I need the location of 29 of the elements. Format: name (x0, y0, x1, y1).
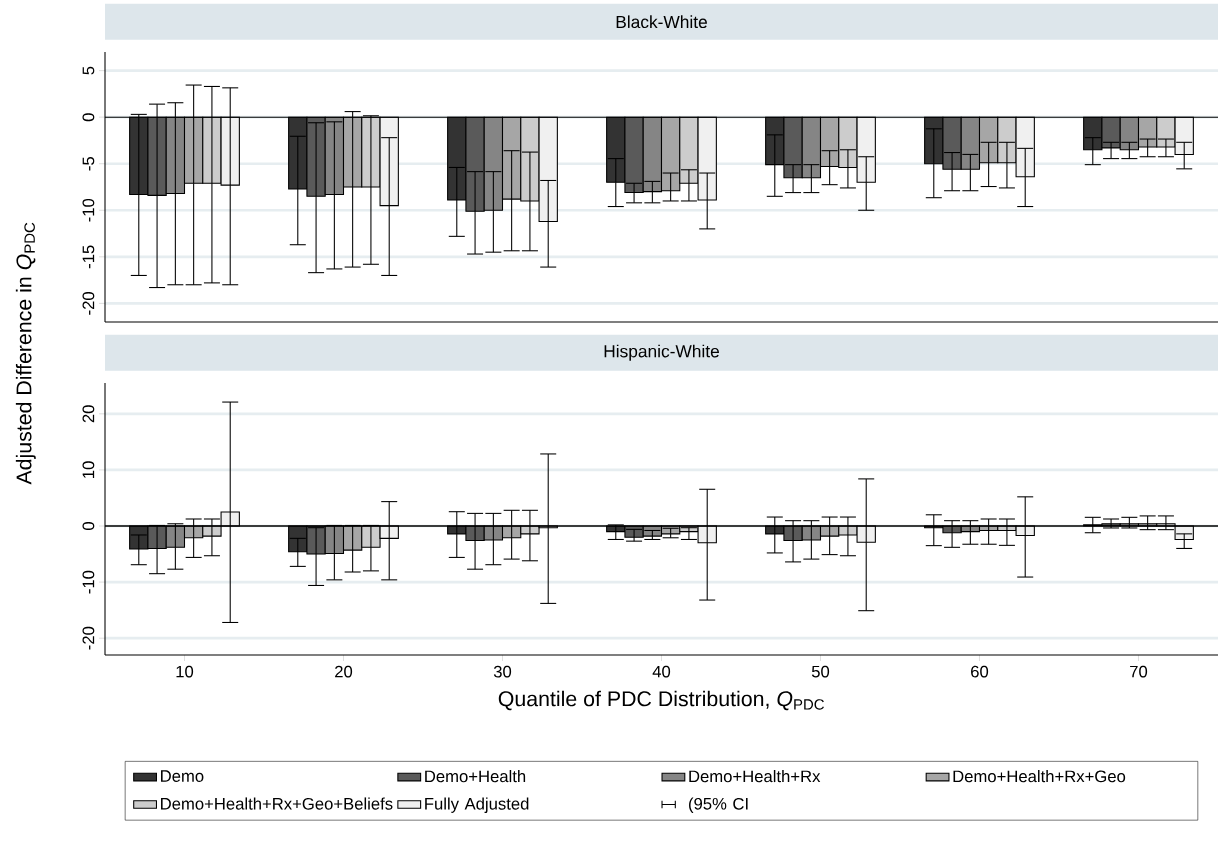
chart-title: Hispanic-White (604, 344, 719, 361)
legend-label: Demo (161, 770, 204, 782)
x-tick-label: 60 (971, 665, 989, 678)
legend-label: Demo+Health (425, 770, 526, 783)
y-tick-label: -10 (82, 570, 95, 594)
y-tick-label: 5 (82, 66, 95, 75)
y-tick-label: -15 (82, 245, 95, 269)
y-tick-label: -10 (82, 198, 95, 222)
y-tick-label: 10 (82, 461, 95, 478)
y-tick-label: -20 (82, 291, 95, 315)
x-tick-label: 10 (176, 665, 194, 678)
y-tick-label: 0 (82, 522, 95, 530)
text: (95% CI (689, 797, 748, 813)
x-tick-label: 30 (493, 665, 512, 678)
y-axis-title: Adjusted Difference in Q$_{PDC}$ (15, 222, 36, 485)
y-tick-label: 0 (82, 113, 95, 122)
x-tick-label: 20 (335, 665, 353, 678)
legend-label: Fully Adjusted (425, 797, 529, 813)
chart-title: Black-White (616, 15, 707, 29)
legend-label: Demo+Health+Rx+Geo (953, 770, 1126, 783)
y-tick-label: -20 (82, 626, 95, 650)
legend-label: Demo+Health+Rx+Geo+Beliefs (161, 797, 393, 810)
x-tick-label: 70 (1130, 665, 1148, 678)
y-tick-label: 20 (82, 405, 95, 423)
x-tick-label: 40 (652, 665, 671, 678)
x-tick-label: 50 (811, 665, 830, 678)
legend-label: Demo+Health+Rx (689, 770, 821, 783)
x-axis-title: Quantile of PDC Distribution, Q$_{PDC}$ (498, 690, 824, 711)
y-tick-label: -5 (82, 157, 95, 171)
